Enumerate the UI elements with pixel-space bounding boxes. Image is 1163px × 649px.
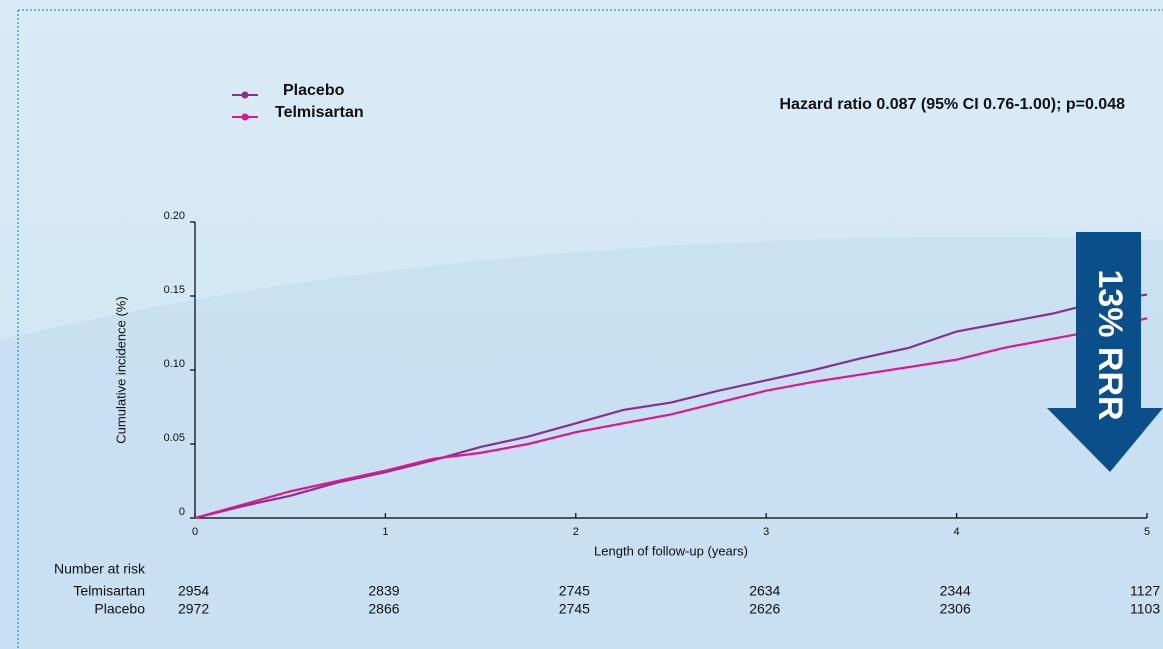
risk-value: 2626 <box>749 601 780 617</box>
risk-row-name: Placebo <box>94 601 145 617</box>
x-tick-label: 4 <box>954 526 960 538</box>
series-line <box>194 317 1148 520</box>
x-tick-label: 3 <box>763 526 769 538</box>
arrow <box>1047 232 1163 472</box>
y-tick-label: 0.20 <box>164 210 185 222</box>
x-tick-label: 1 <box>382 526 388 538</box>
risk-value: 2634 <box>749 583 780 599</box>
x-axis-label: Length of follow-up (years) <box>594 543 748 558</box>
legend-dot <box>241 113 249 121</box>
risk-value: 1103 <box>1130 601 1160 617</box>
risk-row-name: Telmisartan <box>73 583 145 599</box>
x-tick-label: 5 <box>1144 526 1150 538</box>
risk-value: 2866 <box>368 601 399 617</box>
annotation: Hazard ratio 0.087 (95% CI 0.76-1.00); p… <box>779 96 1125 113</box>
risk-value: 2745 <box>559 601 590 617</box>
risk-table-title: Number at risk <box>54 561 146 577</box>
legend-dot <box>241 91 249 99</box>
risk-value: 2954 <box>178 583 209 599</box>
y-tick-label: 0.05 <box>164 432 185 444</box>
x-tick-label: 0 <box>192 526 198 538</box>
arrow-label: 13% RRR <box>1091 269 1129 420</box>
legend-label: Telmisartan <box>275 104 364 121</box>
risk-value: 2306 <box>940 601 971 617</box>
y-tick-label: 0.15 <box>164 284 185 296</box>
background-curve <box>0 237 1163 649</box>
series-line <box>194 293 1148 520</box>
y-tick-label: 0 <box>179 506 185 518</box>
y-tick-label: 0.10 <box>164 358 185 370</box>
risk-value: 2344 <box>940 583 971 599</box>
legend-label: Placebo <box>283 82 345 99</box>
risk-value: 1127 <box>1130 583 1160 599</box>
risk-value: 2839 <box>368 583 399 599</box>
x-tick-label: 2 <box>573 526 579 538</box>
risk-value: 2745 <box>559 583 590 599</box>
risk-value: 2972 <box>178 601 209 617</box>
y-axis-label: Cumulative incidence (%) <box>113 296 128 443</box>
